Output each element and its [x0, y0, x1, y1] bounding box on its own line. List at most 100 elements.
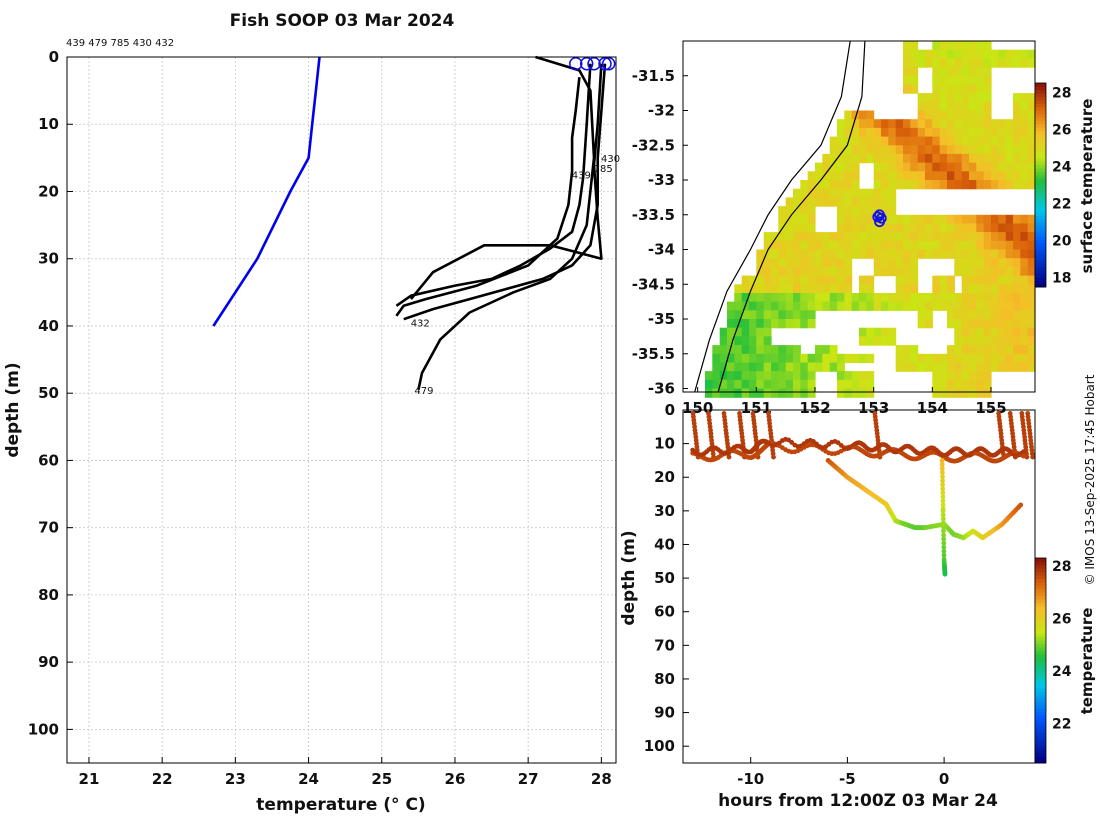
map-colorbar-tick-label: 28: [1052, 85, 1071, 101]
sst-cell: [851, 127, 860, 138]
sst-cell: [815, 284, 823, 294]
sst-cell: [734, 293, 743, 303]
sst-cell: [1027, 249, 1036, 259]
sst-cell: [939, 371, 948, 381]
sst-cell: [969, 84, 977, 94]
sst-cell: [734, 301, 743, 311]
sst-cell: [1027, 93, 1036, 103]
sst-cell: [851, 188, 860, 198]
sst-cell: [925, 353, 933, 364]
depth-time-point: [941, 544, 947, 550]
sst-cell: [807, 319, 816, 329]
sst-cell: [998, 153, 1007, 164]
sst-cell: [1013, 153, 1021, 164]
sst-cell: [998, 232, 1007, 242]
sst-cell: [925, 110, 933, 120]
sst-cell: [895, 249, 904, 259]
sst-cell: [954, 153, 963, 164]
map-colorbar-swatch: [1035, 171, 1046, 176]
sst-cell: [881, 293, 889, 303]
sst-cell: [961, 84, 970, 94]
map-colorbar-swatch: [1035, 215, 1046, 220]
sst-cell: [917, 293, 926, 303]
sst-cell: [829, 362, 838, 372]
sst-cell: [932, 293, 941, 303]
sst-cell: [712, 388, 721, 398]
sst-cell: [881, 188, 889, 198]
sst-cell: [771, 275, 779, 285]
sst-cell: [998, 258, 1007, 268]
sst-cell: [844, 371, 853, 381]
sst-cell: [837, 258, 845, 268]
sst-cell: [719, 388, 728, 398]
sst-cell: [903, 240, 911, 251]
map-colorbar-swatch: [1035, 151, 1046, 155]
sst-cell: [910, 84, 919, 94]
depth-time-point: [1018, 502, 1024, 508]
deployment-ids: 439 479 785 430 432: [66, 38, 174, 49]
sst-cell: [1020, 180, 1029, 190]
sst-cell: [844, 119, 853, 129]
sst-cell: [954, 293, 963, 303]
sst-cell: [771, 362, 779, 372]
sst-cell: [976, 319, 985, 329]
sst-cell: [1005, 145, 1014, 155]
sst-cell: [851, 136, 860, 146]
sst-cell: [1005, 162, 1014, 172]
sst-cell: [1027, 275, 1036, 285]
sst-cell: [961, 41, 970, 51]
sst-cell: [910, 240, 919, 251]
sst-cell: [976, 49, 985, 59]
depth-time-colorbar-swatch: [1035, 752, 1046, 757]
sst-cell: [976, 275, 985, 285]
sst-cell: [895, 153, 904, 164]
profile-id-label: 432: [411, 319, 430, 330]
sst-cell: [837, 249, 845, 259]
sst-cell: [822, 258, 831, 268]
sst-cell: [749, 310, 757, 320]
sst-cell: [756, 379, 765, 390]
sst-cell: [705, 371, 713, 381]
sst-cell: [1027, 223, 1036, 233]
sst-cell: [837, 171, 845, 181]
sst-cell: [1020, 266, 1029, 277]
sst-cell: [763, 293, 772, 303]
sst-cell: [983, 41, 992, 51]
sst-cell: [1027, 301, 1036, 311]
sst-cell: [1027, 362, 1036, 372]
map-colorbar-swatch: [1035, 202, 1046, 206]
sst-cell: [881, 162, 889, 172]
sst-cell: [807, 180, 816, 190]
sst-cell: [917, 119, 926, 129]
sst-cell: [844, 258, 853, 268]
depth-time-colorbar-swatch: [1035, 704, 1046, 709]
map-x-tick-label: 151: [741, 399, 772, 417]
sst-cell: [947, 232, 955, 242]
sst-cell: [932, 75, 941, 86]
depth-time-point: [940, 508, 946, 514]
sst-cell: [910, 180, 919, 190]
sst-cell: [785, 319, 794, 329]
sst-cell: [763, 379, 772, 390]
depth-time-point: [1021, 453, 1026, 459]
map-colorbar-swatch: [1035, 195, 1046, 200]
sst-cell: [851, 301, 860, 311]
sst-cell: [1027, 258, 1036, 268]
sst-cell: [939, 214, 948, 225]
sst-cell: [910, 266, 919, 277]
sst-cell: [925, 319, 933, 329]
sst-cell: [910, 127, 919, 138]
sst-cell: [851, 197, 860, 207]
sst-cell: [939, 93, 948, 103]
sst-cell: [1020, 336, 1029, 346]
sst-cell: [756, 336, 765, 346]
depth-time-y-tick-label: 20: [654, 468, 675, 486]
depth-time-colorbar-swatch: [1035, 674, 1046, 679]
sst-cell: [859, 240, 867, 251]
sst-cell: [771, 232, 779, 242]
map-colorbar-swatch: [1035, 134, 1046, 138]
sst-cell: [756, 258, 765, 268]
sst-cell: [1020, 310, 1029, 320]
sst-cell: [991, 310, 999, 320]
sst-cell: [969, 101, 977, 112]
